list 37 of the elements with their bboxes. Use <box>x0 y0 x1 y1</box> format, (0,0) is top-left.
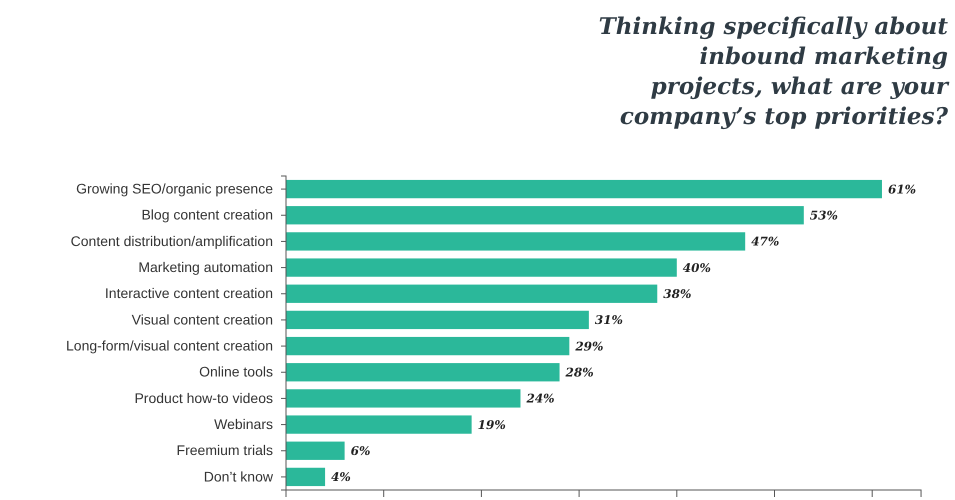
data-label: 4% <box>331 470 351 484</box>
bar <box>286 336 570 356</box>
bar <box>286 206 804 224</box>
y-tick-label: Growing SEO/organic presence <box>76 180 274 197</box>
y-tick-label: Product how-to videos <box>134 390 273 406</box>
data-label: 61% <box>888 182 916 196</box>
data-label: 28% <box>564 365 594 380</box>
data-label: 47% <box>751 234 780 249</box>
data-label: 40% <box>682 260 711 275</box>
y-tick-label: Online tools <box>199 364 273 380</box>
bar <box>286 468 326 486</box>
data-label: 38% <box>663 286 692 301</box>
y-tick-label: Content distribution/amplification <box>70 232 273 249</box>
y-tick-label: Visual content creation <box>132 311 273 328</box>
bar <box>286 258 677 277</box>
bar <box>286 180 882 198</box>
y-tick-label: Marketing automation <box>138 259 273 276</box>
data-label: 19% <box>478 418 506 432</box>
data-label: 29% <box>574 339 604 354</box>
bar <box>286 232 746 251</box>
bar <box>286 310 589 330</box>
chart-title: Thinking specifically about inbound marketing projects, what are your company’s top priorities? <box>598 13 950 130</box>
data-label: 6% <box>350 444 370 458</box>
y-tick-label: Freemium trials <box>176 442 273 458</box>
data-label: 24% <box>525 392 555 406</box>
bar <box>286 442 345 460</box>
y-tick-label: Long-form/visual content creation <box>66 338 273 354</box>
bar <box>286 389 520 408</box>
y-tick-label: Interactive content creation <box>104 285 273 302</box>
bar <box>286 284 658 303</box>
y-tick-label: Webinars <box>214 416 273 432</box>
y-tick-label: Don’t know <box>204 468 274 484</box>
bar <box>286 415 472 434</box>
data-label: 31% <box>594 313 623 328</box>
data-label: 53% <box>810 208 838 222</box>
bar <box>286 363 560 382</box>
y-tick-label: Blog content creation <box>141 206 273 223</box>
